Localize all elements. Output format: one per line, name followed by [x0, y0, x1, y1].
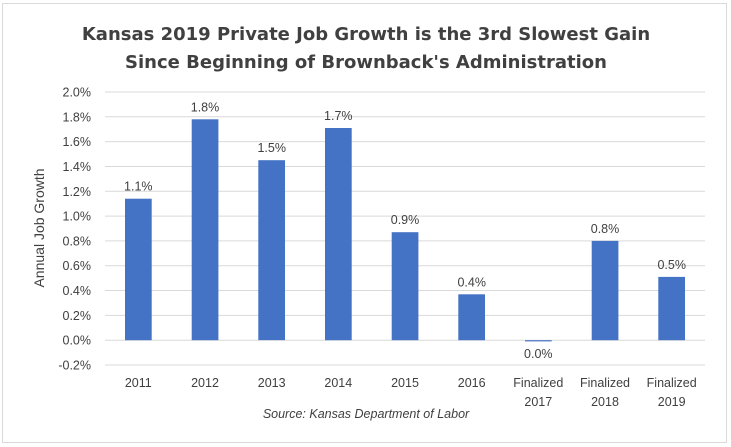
y-tick-label: 0.0%	[63, 334, 92, 348]
y-tick-label: 2.0%	[63, 86, 92, 100]
x-tick-label: 2011	[125, 376, 152, 390]
y-axis-label: Annual Job Growth	[31, 168, 47, 287]
x-tick-label: 2016	[458, 376, 486, 390]
bar	[191, 119, 219, 341]
x-tick-label: 2014	[324, 376, 352, 390]
y-tick-label: 1.4%	[63, 160, 92, 174]
data-label: 1.1%	[124, 180, 153, 194]
x-tick-label: Finalized	[513, 376, 563, 390]
data-label: 1.5%	[257, 141, 286, 155]
data-label: 0.0%	[524, 347, 553, 361]
data-label: 0.4%	[457, 275, 486, 289]
bar	[591, 240, 619, 341]
y-tick-label: 0.2%	[63, 309, 92, 323]
y-tick-label: 1.8%	[63, 110, 92, 124]
data-labels: 1.1% 1.8% 1.5% 1.7% 0.9% 0.4% 0.0% 0.8% 0.5%	[124, 100, 686, 361]
bars	[125, 119, 685, 342]
data-label: 0.5%	[657, 258, 686, 272]
bar	[391, 232, 419, 341]
bar	[258, 160, 285, 341]
x-tick-label: Finalized	[647, 376, 697, 390]
data-label: 0.9%	[391, 213, 420, 227]
bar	[458, 294, 485, 341]
x-tick-label: 2017	[524, 395, 552, 409]
chart-title-line-2: Since Beginning of Brownback's Administr…	[125, 52, 607, 73]
y-tick-label: 0.8%	[63, 234, 92, 248]
x-tick-label: 2013	[258, 376, 286, 390]
y-tick-label: 0.6%	[63, 259, 92, 273]
chart-frame	[2, 3, 727, 443]
data-label: 0.8%	[591, 222, 620, 236]
x-axis-ticks: 2011 2012 2013 2014 2015 2016 Finalized 2017 Fin…	[125, 376, 697, 409]
y-axis-ticks: -0.2% 0.0% 0.2% 0.4% 0.6% 0.8% 1.0% 1.2% 1.4% 1.6…	[58, 86, 91, 373]
data-label: 1.7%	[324, 109, 353, 123]
data-label: 1.8%	[191, 100, 220, 114]
x-tick-label: 2012	[191, 376, 219, 390]
x-tick-label: 2019	[658, 395, 686, 409]
y-tick-label: -0.2%	[58, 359, 91, 373]
chart-title-line-1: Kansas 2019 Private Job Growth is the 3r…	[82, 24, 650, 45]
y-tick-label: 1.2%	[63, 185, 92, 199]
x-tick-label: Finalized	[580, 376, 630, 390]
bar	[125, 198, 152, 341]
source-note: Source: Kansas Department of Labor	[263, 407, 470, 421]
bar	[325, 128, 352, 341]
x-tick-label: 2015	[391, 376, 419, 390]
y-tick-label: 1.0%	[63, 210, 92, 224]
y-tick-label: 0.4%	[63, 284, 92, 298]
bar	[525, 340, 552, 342]
bar	[658, 276, 685, 341]
y-tick-label: 1.6%	[63, 135, 92, 149]
x-tick-label: 2018	[591, 395, 619, 409]
